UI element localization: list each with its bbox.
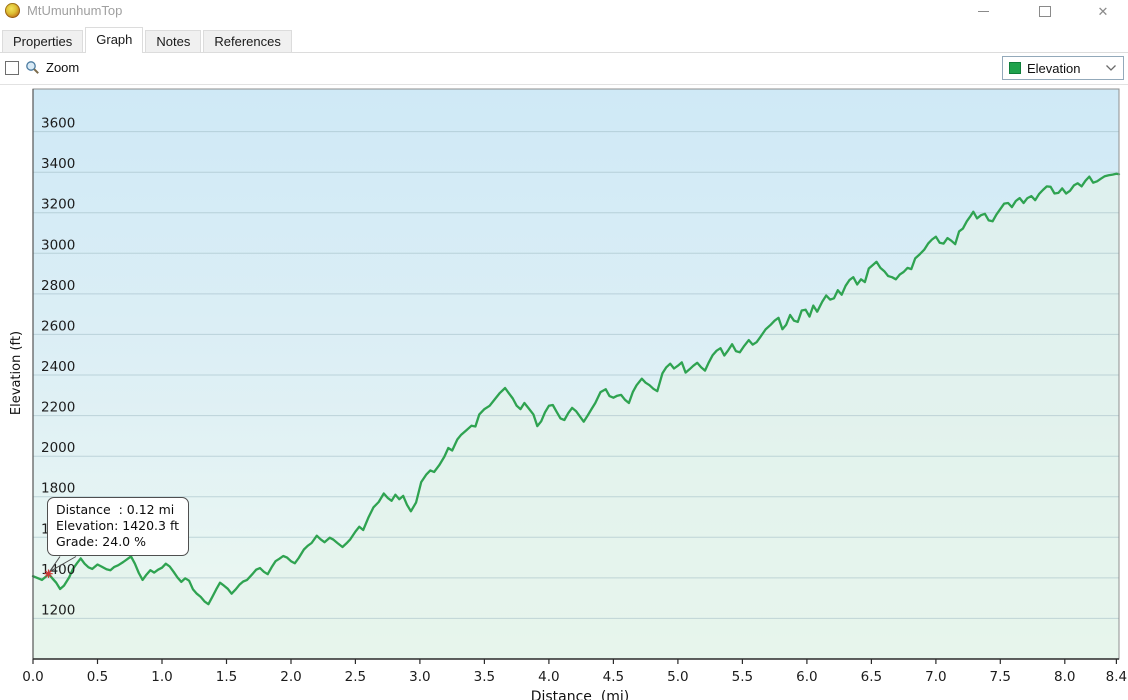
series-dropdown-value: Elevation	[1027, 60, 1081, 76]
x-tick-label: 1.0	[151, 669, 172, 685]
elevation-chart[interactable]: 1200140016001800200022002400260028003000…	[0, 85, 1128, 700]
tab-label: Properties	[13, 34, 73, 49]
chevron-down-icon	[1106, 65, 1116, 71]
tab-references[interactable]: References	[203, 30, 292, 52]
y-tick-label: 1800	[41, 481, 75, 497]
x-tick-label: 2.5	[345, 669, 366, 685]
maximize-icon	[1039, 5, 1051, 17]
x-tick-label: 1.5	[216, 669, 237, 685]
tab-notes[interactable]: Notes	[145, 30, 202, 52]
x-tick-label: 3.0	[409, 669, 430, 685]
maximize-button[interactable]	[1028, 0, 1062, 22]
tab-label: Graph	[96, 32, 133, 47]
y-tick-label: 3000	[41, 237, 75, 253]
magnifier-icon	[26, 61, 39, 74]
zoom-checkbox[interactable]	[5, 60, 19, 75]
close-icon: ✕	[1097, 3, 1109, 19]
y-tick-label: 2000	[41, 440, 75, 456]
x-tick-label: 2.0	[280, 669, 301, 685]
x-tick-label: 6.0	[796, 669, 817, 685]
close-button[interactable]: ✕	[1086, 0, 1120, 22]
tab-bar: Properties Graph Notes References	[0, 27, 1128, 53]
tooltip-elevation: Elevation: 1420.3 ft	[56, 518, 180, 533]
x-axis-title: Distance (mi)	[530, 689, 630, 700]
minimize-button[interactable]	[966, 0, 1000, 22]
series-swatch	[1009, 62, 1021, 74]
x-tick-label: 7.0	[925, 669, 946, 685]
zoom-label: Zoom	[46, 60, 80, 75]
tab-properties[interactable]: Properties	[2, 30, 84, 52]
x-tick-label: 0.5	[87, 669, 108, 685]
title-bar: MtUmunhumTop ✕	[0, 0, 1128, 29]
tab-label: References	[214, 34, 281, 49]
x-tick-label: 0.0	[22, 669, 43, 685]
app-icon	[5, 3, 20, 18]
y-tick-label: 2400	[41, 359, 75, 375]
chart-panel: 1200140016001800200022002400260028003000…	[0, 84, 1128, 700]
tooltip-distance: Distance : 0.12 mi	[56, 502, 175, 517]
selected-point-marker	[44, 569, 53, 578]
tab-label: Notes	[156, 34, 191, 49]
x-tick-label: 4.0	[538, 669, 559, 685]
graph-toolbar: Zoom Elevation	[0, 53, 1128, 84]
y-tick-label: 3400	[41, 156, 75, 172]
y-tick-label: 2800	[41, 278, 75, 294]
x-tick-label: 5.0	[667, 669, 688, 685]
elevation-line	[31, 172, 1121, 606]
x-tick-label: 7.5	[990, 669, 1011, 685]
x-tick-label: 6.5	[861, 669, 882, 685]
tooltip-callout	[49, 556, 77, 573]
y-tick-label: 1200	[41, 602, 75, 618]
tooltip-grade: Grade: 24.0 %	[56, 534, 146, 549]
x-tick-label: 4.5	[603, 669, 624, 685]
tab-graph[interactable]: Graph	[85, 27, 144, 53]
x-tick-label: 3.5	[474, 669, 495, 685]
x-tick-label: 8.0	[1054, 669, 1075, 685]
window-title: MtUmunhumTop	[27, 3, 123, 18]
y-tick-label: 2600	[41, 318, 75, 334]
series-dropdown[interactable]: Elevation	[1002, 56, 1124, 80]
chart-tooltip: Distance : 0.12 mi Elevation: 1420.3 ft …	[47, 497, 190, 556]
y-tick-label: 3200	[41, 197, 75, 213]
y-axis-title: Elevation (ft)	[9, 330, 24, 416]
y-tick-label: 2200	[41, 400, 75, 416]
minimize-icon	[977, 10, 989, 12]
x-tick-label: 8.4	[1106, 669, 1127, 685]
x-tick-label: 5.5	[732, 669, 753, 685]
y-tick-label: 3600	[41, 116, 75, 132]
